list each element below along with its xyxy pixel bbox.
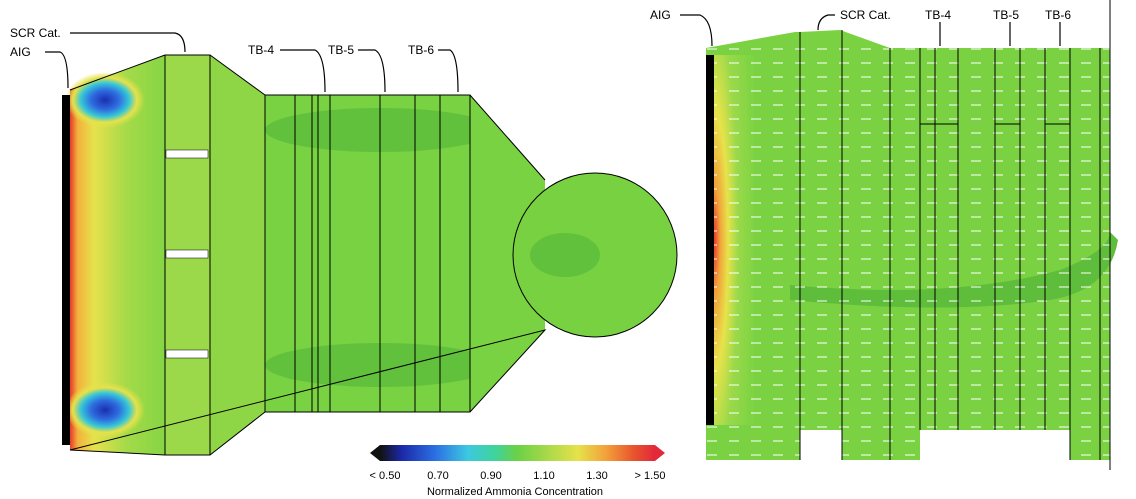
label-tb5: TB-5 xyxy=(993,8,1019,22)
colorbar-tick-label: > 1.50 xyxy=(635,470,666,482)
label-tb5: TB-5 xyxy=(328,43,354,57)
pointer xyxy=(45,51,69,89)
duct-taper xyxy=(470,95,545,412)
label-aig: AIG xyxy=(10,45,31,59)
label-aig: AIG xyxy=(650,8,671,22)
aig-bar xyxy=(62,95,70,445)
colorbar: < 0.50 0.70 0.90 1.10 1.30 > 1.50 Normalized … xyxy=(370,445,666,498)
outline xyxy=(799,0,1111,470)
vortex-top xyxy=(65,72,145,128)
outline xyxy=(69,54,547,456)
slot xyxy=(165,249,209,259)
pointer xyxy=(817,14,835,31)
pointer xyxy=(70,32,186,53)
colorbar-tick-label: 1.30 xyxy=(586,470,607,482)
colorbar-scale xyxy=(380,445,655,461)
outlet-transition xyxy=(210,55,265,455)
colorbar-tick-label: < 0.50 xyxy=(370,470,401,482)
colorbar-tick-label: 0.70 xyxy=(427,470,448,482)
colorbar-tick-label: 1.10 xyxy=(533,470,554,482)
low-zone xyxy=(530,233,600,277)
colorbar-ticks: < 0.50 0.70 0.90 1.10 1.30 > 1.50 xyxy=(370,470,666,482)
velocity-vectors xyxy=(706,48,1110,460)
label-tb4: TB-4 xyxy=(248,43,274,57)
inlet-transition xyxy=(70,55,165,455)
slot xyxy=(165,149,209,159)
colorbar-tick-label: 0.90 xyxy=(480,470,501,482)
left-view: SCR Cat. AIG TB-4 TB-5 TB-6 xyxy=(10,26,678,456)
pointer xyxy=(358,49,386,93)
label-tb6: TB-6 xyxy=(1045,8,1071,22)
vortex-bottom xyxy=(65,382,145,438)
pointer xyxy=(680,14,713,47)
colorbar-title: Normalized Ammonia Concentration xyxy=(427,486,603,498)
aig-bar xyxy=(706,55,714,425)
label-scr-cat: SCR Cat. xyxy=(10,26,61,40)
colorbar-min-cap xyxy=(370,445,380,461)
slot xyxy=(165,349,209,359)
pointer xyxy=(438,49,459,93)
right-view: AIG SCR Cat. TB-4 TB-5 TB-6 xyxy=(650,0,1118,470)
label-scr-cat: SCR Cat. xyxy=(840,8,891,22)
label-tb6: TB-6 xyxy=(408,43,434,57)
pointer xyxy=(280,49,326,93)
colorbar-max-cap xyxy=(655,445,665,461)
label-tb4: TB-4 xyxy=(925,8,951,22)
